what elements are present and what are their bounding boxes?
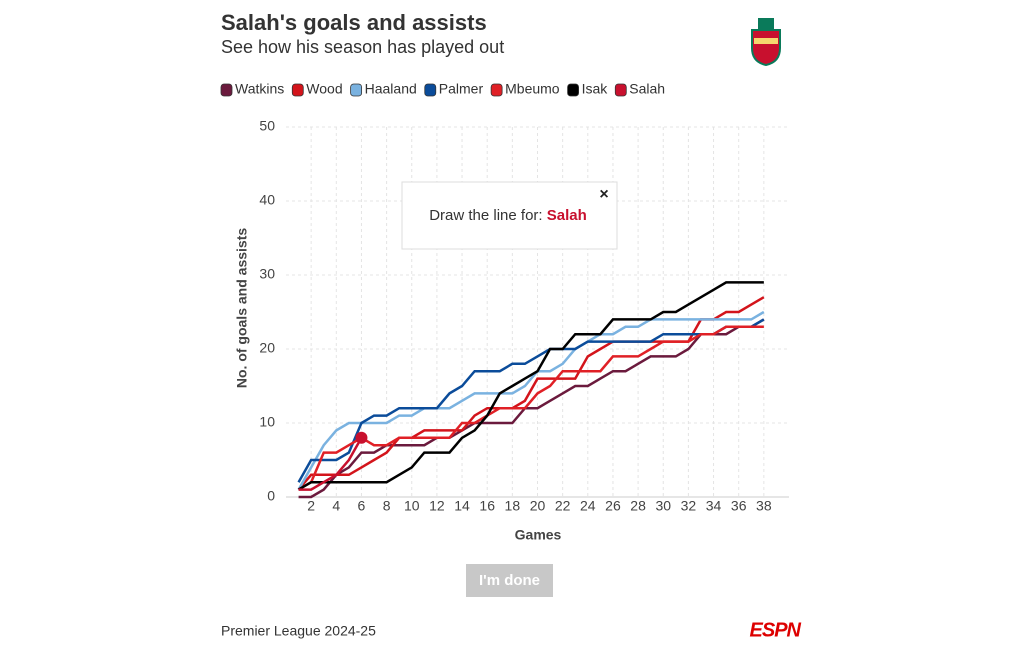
x-tick-label: 28 [630, 498, 646, 514]
legend-label: Haaland [365, 81, 417, 97]
legend-swatch [567, 83, 579, 97]
prompt-player: Salah [547, 207, 587, 224]
x-tick-label: 8 [383, 498, 391, 514]
chart-title: Salah's goals and assists [221, 10, 487, 35]
series-line [297, 318, 765, 483]
x-tick-label: 26 [605, 498, 621, 514]
x-tick-label: 22 [555, 498, 571, 514]
x-tick-label: 20 [530, 498, 546, 514]
legend-swatch [220, 83, 233, 97]
legend-swatch [490, 83, 503, 97]
x-tick-label: 16 [479, 498, 495, 514]
prompt-text: Draw the line for: Salah [429, 207, 587, 224]
x-tick-label: 18 [505, 498, 521, 514]
y-tick-label: 50 [259, 118, 275, 134]
close-button[interactable]: × [599, 186, 608, 203]
x-tick-label: 12 [429, 498, 445, 514]
series-line [297, 325, 764, 491]
chart-subtitle: See how his season has played out [221, 37, 504, 57]
x-tick-label: 32 [681, 498, 697, 514]
club-crest [751, 18, 781, 67]
done-button[interactable]: I'm done [466, 564, 553, 597]
button-background[interactable] [466, 564, 553, 597]
prompt-background [401, 181, 618, 250]
legend-swatch [424, 83, 437, 97]
legend-swatch [614, 83, 627, 97]
prompt-label: Draw the line for: [429, 207, 542, 224]
y-tick-label: 30 [259, 266, 275, 282]
button-label[interactable]: I'm done [479, 572, 540, 589]
y-tick-label: 20 [259, 340, 275, 356]
legend-label: Salah [629, 81, 665, 97]
x-tick-label: 30 [655, 498, 671, 514]
legend-label: Isak [582, 81, 609, 97]
x-tick-label: 36 [731, 498, 747, 514]
draw-handle [355, 431, 368, 444]
y-tick-label: 10 [259, 414, 275, 430]
x-tick-label: 38 [756, 498, 772, 514]
legend-label: Palmer [439, 81, 484, 97]
x-tick-label: 14 [454, 498, 470, 514]
x-tick-label: 2 [307, 498, 315, 514]
series-line [298, 318, 765, 499]
legend-swatch [350, 83, 363, 97]
x-tick-label: 10 [404, 498, 420, 514]
x-tick-label: 24 [580, 498, 596, 514]
x-axis-label: Games [515, 527, 562, 543]
source: Premier League 2024-25 [221, 623, 376, 639]
y-axis-label: No. of goals and assists [234, 228, 250, 388]
legend-label: Mbeumo [505, 81, 560, 97]
series-line [297, 310, 765, 491]
x-tick-label: 4 [332, 498, 340, 514]
legend-swatch [291, 83, 304, 97]
x-tick-label: 34 [706, 498, 722, 514]
y-tick-label: 40 [259, 192, 275, 208]
series-line [298, 437, 363, 491]
logo: ESPN [750, 619, 802, 641]
series-line [297, 296, 765, 491]
series-line [297, 281, 764, 491]
legend-label: Watkins [235, 81, 284, 97]
y-tick-label: 0 [267, 488, 275, 504]
prompt-box: × Draw the line for: Salah [401, 181, 618, 250]
x-tick-label: 6 [358, 498, 366, 514]
legend-label: Wood [306, 81, 342, 97]
